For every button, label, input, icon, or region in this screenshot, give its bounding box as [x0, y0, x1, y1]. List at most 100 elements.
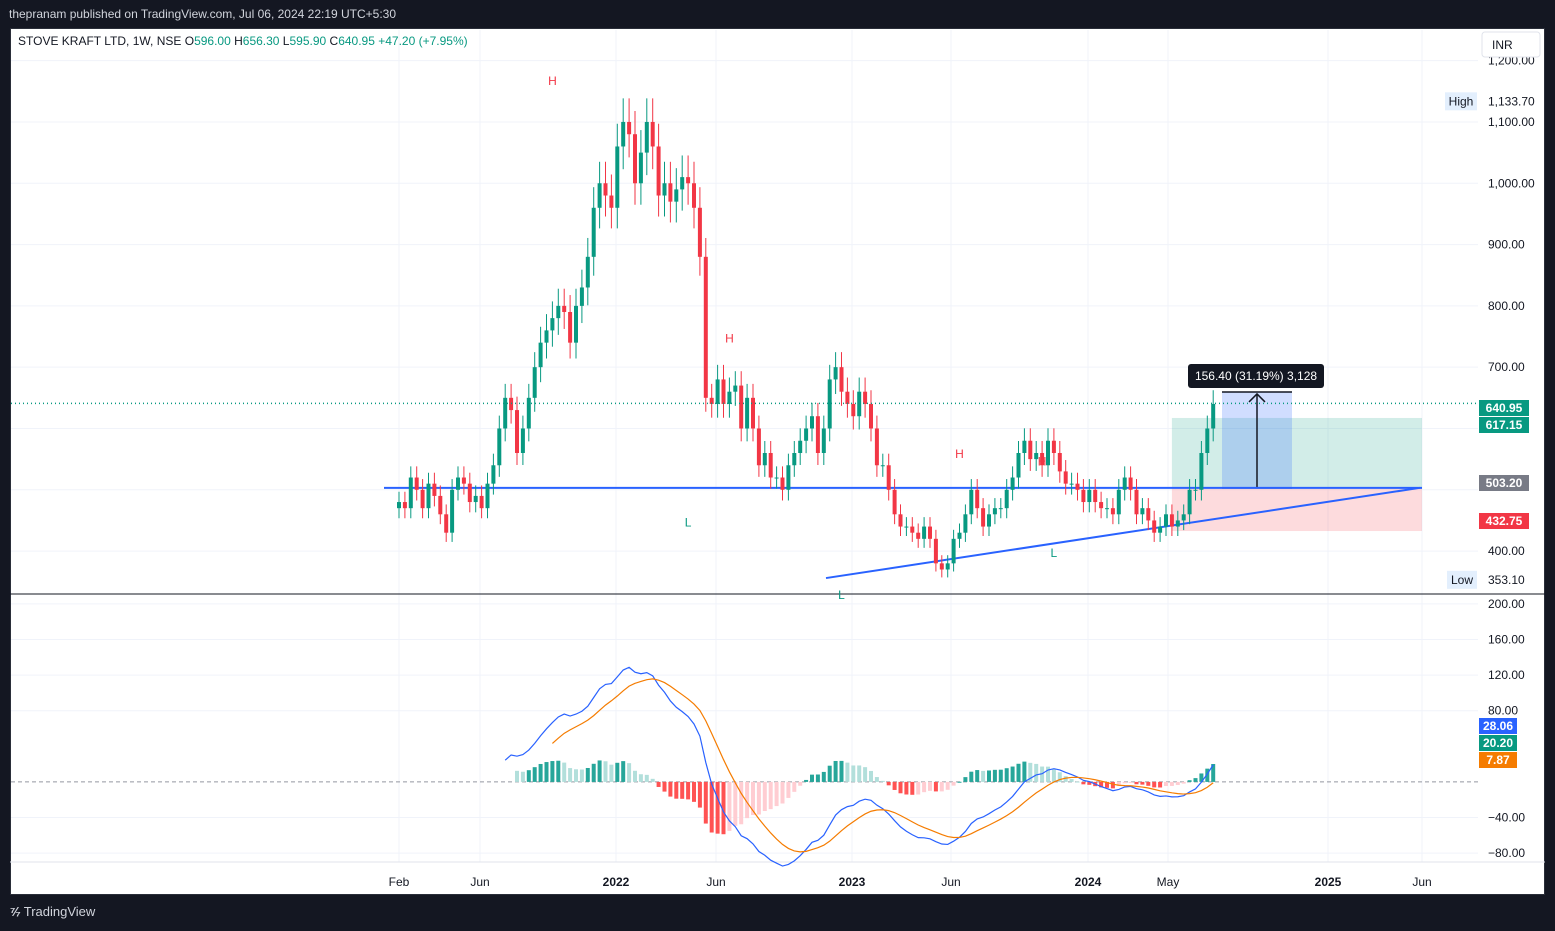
- candle-body: [692, 183, 696, 208]
- candle-body: [697, 207, 702, 257]
- candle-body: [438, 495, 443, 515]
- candle-body: [1211, 403, 1216, 429]
- macd-histogram-bar: [975, 770, 980, 782]
- price-label-1: 617.15: [1486, 418, 1523, 432]
- macd-histogram-bar: [916, 781, 921, 795]
- macd-histogram-bar: [969, 771, 974, 782]
- candle-body: [574, 305, 578, 343]
- pattern-label-l-1: L: [685, 516, 692, 530]
- candle-body: [869, 403, 873, 429]
- macd-label-2: 7.87: [1486, 753, 1510, 767]
- position-stop-zone: [1171, 487, 1422, 532]
- macd-histogram-bar: [585, 767, 590, 782]
- footer: ⁷⁄₇ TradingView: [0, 895, 1555, 931]
- macd-histogram-bar: [1169, 781, 1174, 786]
- macd-label-bg: [1479, 735, 1517, 751]
- pattern-label-h-5: H: [1038, 454, 1047, 468]
- measure-label-bg: [1188, 364, 1324, 388]
- candle-body: [1110, 508, 1115, 515]
- macd-histogram-bar: [798, 781, 803, 786]
- candle-body: [591, 207, 596, 257]
- macd-histogram-bar: [674, 781, 679, 799]
- macd-label-1: 20.20: [1483, 736, 1513, 750]
- candle-body: [656, 146, 661, 196]
- candle-body: [1193, 489, 1198, 491]
- macd-histogram-bar: [733, 781, 738, 826]
- candle-body: [556, 305, 561, 319]
- candle-body: [1122, 477, 1127, 490]
- candle-body: [644, 121, 649, 153]
- candle-body: [957, 532, 962, 539]
- candle-body: [1158, 526, 1163, 533]
- candle-body: [1040, 453, 1045, 466]
- macd-histogram-bar: [827, 765, 832, 782]
- macd-histogram-bar: [745, 781, 750, 819]
- macd-histogram-bar: [863, 767, 868, 782]
- macd-histogram-bar: [1199, 773, 1204, 782]
- price-tick-label: 1,000.00: [1488, 176, 1535, 190]
- macd-histogram-bar: [1211, 763, 1216, 782]
- candle-body: [969, 489, 974, 515]
- candle-body: [792, 453, 797, 466]
- macd-histogram-bar: [874, 777, 879, 782]
- currency-badge: [1481, 31, 1541, 58]
- macd-label-bg: [1479, 718, 1517, 734]
- price-label-0: 640.95: [1486, 401, 1523, 415]
- macd-histogram-bar: [1152, 781, 1157, 788]
- candle-body: [532, 367, 537, 398]
- candle-body: [880, 465, 885, 467]
- candle-body: [491, 465, 496, 484]
- macd-histogram-bar: [1175, 781, 1180, 786]
- candle-body: [633, 134, 637, 184]
- macd-histogram-bar: [615, 762, 620, 782]
- candle-body: [1152, 520, 1157, 533]
- low-marker-label: Low: [1451, 573, 1473, 587]
- macd-histogram-bar: [1193, 778, 1198, 782]
- macd-histogram-bar: [1057, 772, 1062, 782]
- price-tick-label: 900.00: [1488, 238, 1525, 252]
- candle-body: [680, 177, 685, 190]
- candle-body: [910, 526, 915, 533]
- candle-body: [550, 318, 555, 331]
- macd-histogram-bar: [886, 781, 891, 786]
- macd-histogram-bar: [1046, 766, 1050, 782]
- price-label-bg: [1479, 417, 1529, 433]
- macd-histogram-bar: [692, 781, 696, 802]
- candle-body: [621, 121, 626, 147]
- candle-body: [904, 526, 909, 528]
- macd-histogram-bar: [1028, 762, 1033, 782]
- candle-body: [1140, 508, 1145, 515]
- candle-body: [562, 305, 567, 312]
- chart-panel[interactable]: [10, 28, 1545, 895]
- tradingview-logo[interactable]: ⁷⁄₇ TradingView: [10, 904, 95, 919]
- publish-bar: thepranam published on TradingView.com, …: [0, 0, 1555, 28]
- candle-body: [916, 532, 921, 539]
- candle-body: [538, 342, 543, 368]
- candle-body: [1175, 520, 1180, 527]
- macd-histogram-bar: [544, 762, 549, 782]
- macd-histogram-bar: [904, 781, 909, 795]
- macd-histogram-bar: [627, 763, 632, 782]
- macd-histogram-bar: [538, 763, 543, 782]
- macd-histogram-bar: [1164, 781, 1168, 787]
- candle-body: [615, 146, 620, 208]
- candle-body: [520, 428, 525, 453]
- macd-histogram-bar: [1128, 781, 1133, 783]
- candle-body: [479, 495, 484, 509]
- macd-histogram-bar: [526, 770, 531, 782]
- macd-tick-label: 120.00: [1488, 668, 1525, 682]
- candle-body: [408, 477, 413, 509]
- candle-body: [827, 379, 832, 429]
- candle-body: [1028, 440, 1033, 460]
- candle-body: [1081, 489, 1086, 503]
- macd-histogram-bar: [1122, 781, 1127, 784]
- macd-histogram-bar: [774, 781, 779, 807]
- candle-body: [768, 453, 773, 478]
- macd-histogram-bar: [591, 763, 596, 782]
- pattern-label-h-0: H: [548, 74, 557, 88]
- macd-histogram-bar: [1146, 781, 1151, 786]
- candle-body: [1134, 489, 1139, 515]
- price-label-bg: [1479, 400, 1529, 416]
- macd-histogram-bar: [851, 765, 856, 782]
